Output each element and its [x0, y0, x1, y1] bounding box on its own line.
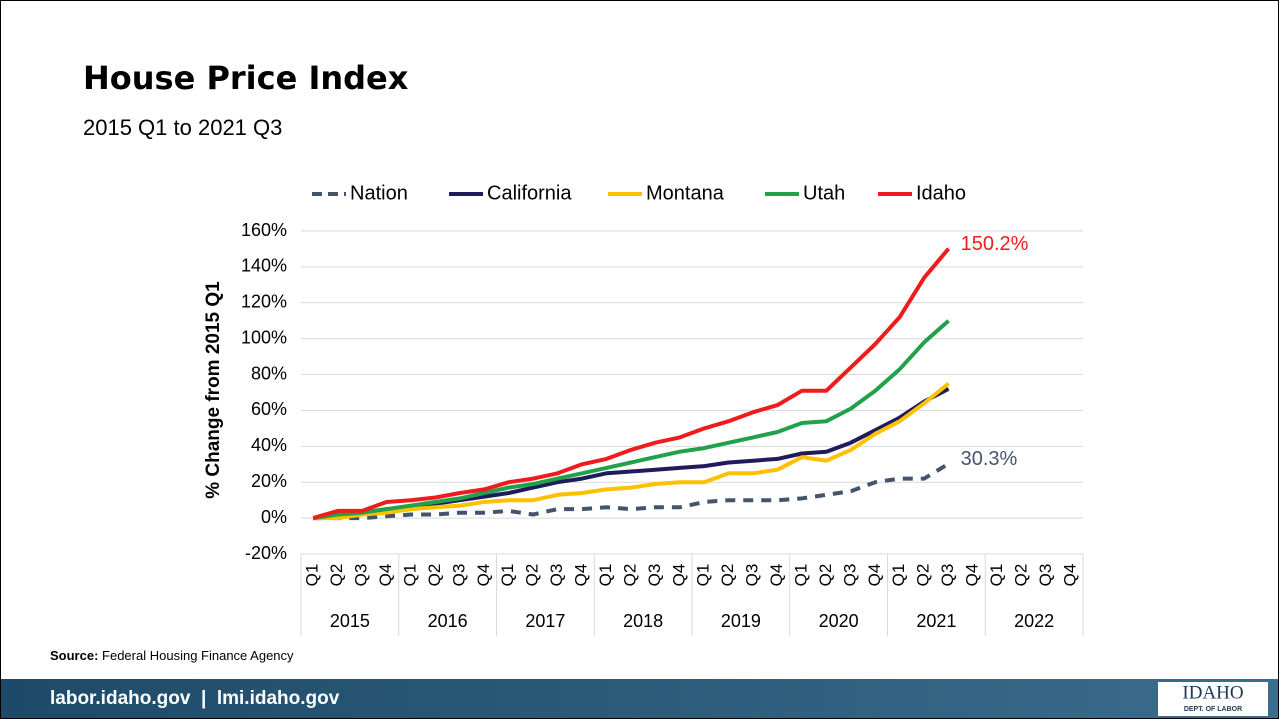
y-tick-label: 60% [251, 399, 287, 419]
x-tick-label: Q3 [352, 564, 371, 587]
x-group-label: 2017 [525, 611, 565, 631]
x-tick-label: Q3 [938, 564, 957, 587]
legend-label: Utah [803, 182, 845, 204]
legend-label: Montana [646, 182, 725, 204]
legend-label: Nation [350, 182, 408, 204]
x-tick-label: Q1 [596, 564, 615, 587]
x-tick-label: Q4 [572, 564, 591, 587]
x-tick-label: Q2 [327, 564, 346, 587]
y-tick-label: 40% [251, 435, 287, 455]
footer-links: labor.idaho.gov | lmi.idaho.gov [50, 688, 340, 709]
y-tick-label: 160% [241, 220, 287, 240]
data-label: 30.3% [961, 448, 1018, 470]
x-tick-label: Q1 [987, 564, 1006, 587]
x-tick-label: Q3 [547, 564, 566, 587]
x-tick-label: Q2 [914, 564, 933, 587]
y-tick-label: 80% [251, 363, 287, 383]
x-tick-label: Q1 [303, 564, 322, 587]
x-tick-label: Q2 [425, 564, 444, 587]
source-text: Federal Housing Finance Agency [102, 648, 294, 663]
legend-label: California [487, 182, 572, 204]
x-tick-label: Q4 [963, 564, 982, 587]
x-group-label: 2016 [428, 611, 468, 631]
source-label: Source: [50, 648, 98, 663]
x-tick-label: Q2 [620, 564, 639, 587]
x-tick-label: Q4 [1060, 564, 1079, 587]
x-group-label: 2022 [1014, 611, 1054, 631]
source: Source: Federal Housing Finance Agency [50, 648, 294, 663]
x-tick-label: Q2 [523, 564, 542, 587]
y-tick-label: -20% [245, 543, 287, 563]
x-tick-label: Q4 [669, 564, 688, 587]
x-tick-label: Q4 [376, 564, 395, 587]
data-label: 150.2% [961, 233, 1029, 255]
x-tick-label: Q1 [791, 564, 810, 587]
x-tick-label: Q2 [1011, 564, 1030, 587]
x-tick-label: Q2 [816, 564, 835, 587]
x-tick-label: Q1 [694, 564, 713, 587]
y-tick-label: 140% [241, 256, 287, 276]
x-tick-label: Q1 [400, 564, 419, 587]
x-group-label: 2015 [330, 611, 370, 631]
x-tick-label: Q3 [743, 564, 762, 587]
x-tick-label: Q1 [498, 564, 517, 587]
logo-name: IDAHO [1182, 682, 1243, 703]
legend-label: Idaho [916, 182, 966, 204]
footer-bar [1, 679, 1278, 718]
x-tick-label: Q3 [840, 564, 859, 587]
x-tick-label: Q3 [645, 564, 664, 587]
chart: -20%0%20%40%60%80%100%120%140%160%Q1 Q2 Q3… [241, 182, 1084, 636]
y-tick-label: 0% [261, 507, 287, 527]
series-line [313, 461, 950, 521]
y-tick-label: 120% [241, 292, 287, 312]
y-tick-label: 20% [251, 471, 287, 491]
series-line [313, 381, 950, 521]
x-group-label: 2021 [916, 611, 956, 631]
x-tick-label: Q3 [449, 564, 468, 587]
x-tick-label: Q2 [718, 564, 737, 587]
title: House Price Index [83, 59, 409, 97]
x-group-label: 2020 [819, 611, 859, 631]
x-tick-label: Q1 [889, 564, 908, 587]
x-group-label: 2018 [623, 611, 663, 631]
subtitle: 2015 Q1 to 2021 Q3 [83, 115, 282, 140]
logo-sub: DEPT. OF LABOR [1184, 706, 1242, 713]
logo-box [1158, 682, 1268, 716]
series-line [312, 247, 951, 521]
x-tick-label: Q4 [767, 564, 786, 587]
y-axis-title: % Change from 2015 Q1 [203, 281, 224, 499]
x-group-label: 2019 [721, 611, 761, 631]
x-tick-label: Q3 [1036, 564, 1055, 587]
x-tick-label: Q4 [865, 564, 884, 587]
series-line [312, 319, 950, 521]
y-tick-label: 100% [241, 327, 287, 347]
x-tick-label: Q4 [474, 564, 493, 587]
